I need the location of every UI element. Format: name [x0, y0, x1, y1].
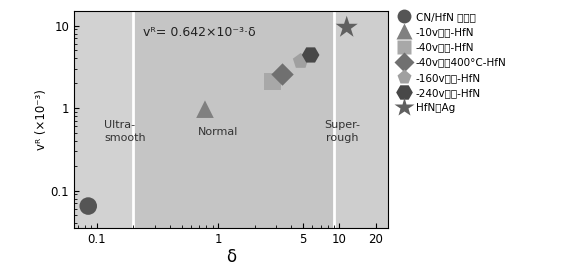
Text: Normal: Normal — [198, 126, 238, 136]
Bar — [74, 11, 133, 228]
Text: Super-
rough: Super- rough — [324, 120, 360, 143]
Y-axis label: vᴿ (×10⁻³): vᴿ (×10⁻³) — [35, 89, 48, 150]
Text: vᴿ= 0.642×10⁻³·δ: vᴿ= 0.642×10⁻³·δ — [143, 26, 255, 39]
Point — [84, 204, 93, 208]
Point — [342, 25, 351, 30]
Text: Ultra-
smooth: Ultra- smooth — [104, 120, 146, 143]
X-axis label: δ: δ — [226, 248, 236, 265]
Point — [268, 79, 277, 84]
Legend: CN/HfN 多层膜, -10v偏压-HfN, -40v偏压-HfN, -40v偏压400°C-HfN, -160v偏压-HfN, -240v偏压-HfN, H: CN/HfN 多层膜, -10v偏压-HfN, -40v偏压-HfN, -40v… — [396, 12, 507, 113]
Point — [278, 72, 287, 77]
Point — [306, 53, 315, 57]
Point — [296, 59, 306, 63]
Point — [201, 107, 210, 111]
Bar — [334, 11, 388, 228]
Bar — [133, 11, 334, 228]
